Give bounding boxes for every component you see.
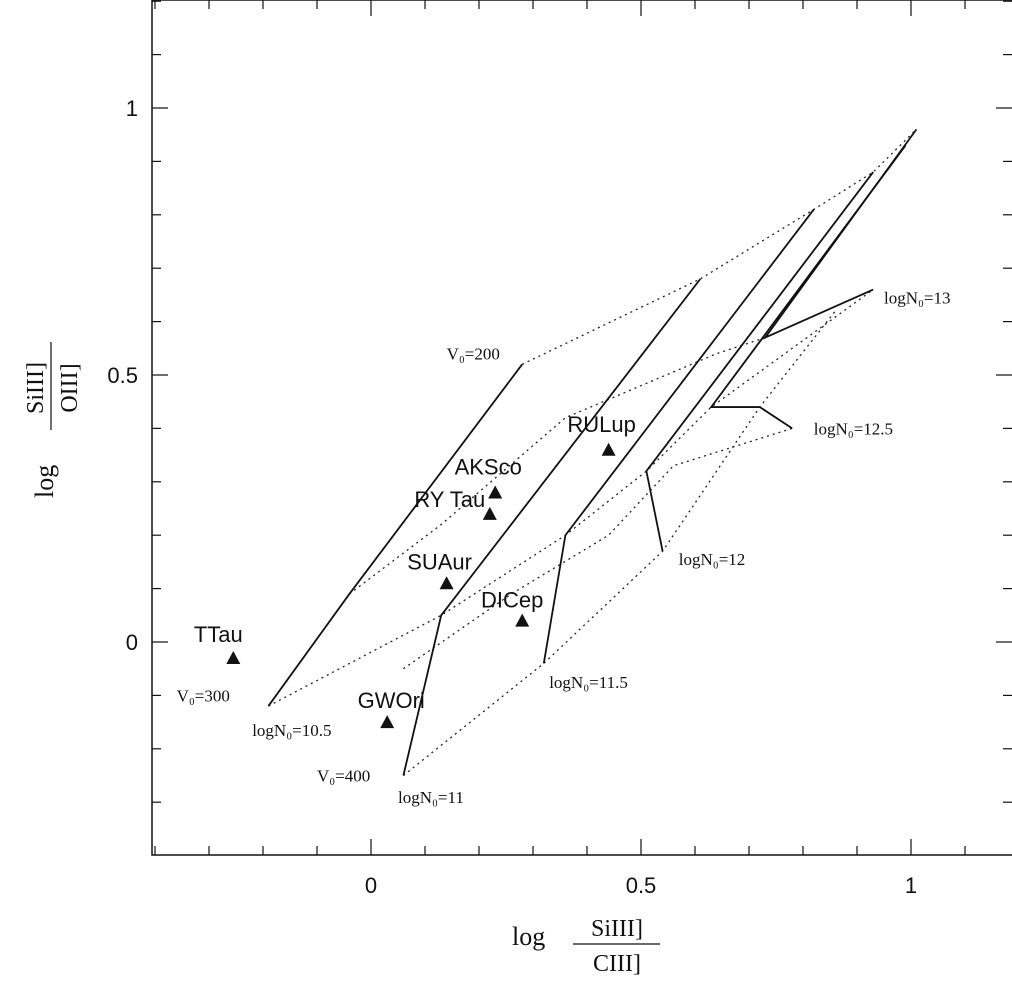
star-label: TTau — [194, 622, 243, 647]
star-marker — [488, 485, 503, 499]
velocity-line — [402, 310, 836, 777]
velocity-label: V₀=400 — [317, 767, 370, 786]
star-labels: TTau GWOri SUAur RY Tau AKSco DICep RULup — [194, 412, 636, 713]
density-curve — [645, 171, 874, 552]
density-label: logN₀=11.5 — [549, 673, 628, 692]
y-tick-label: 0.5 — [107, 363, 138, 388]
density-label: logN₀=13 — [884, 289, 951, 308]
star-marker — [226, 651, 241, 665]
density-curve — [267, 363, 523, 707]
density-curve — [709, 144, 907, 430]
x-axis-label: log SiIII] CIII] — [512, 916, 660, 977]
axis-ticks — [152, 0, 1012, 855]
star-points — [226, 442, 616, 729]
star-marker — [601, 442, 616, 456]
tick-labels: 0 0.5 1 0 0.5 1 — [107, 96, 917, 898]
star-marker — [380, 715, 395, 729]
x-tick-label: 1 — [905, 873, 917, 898]
x-axis-label-prefix: log — [512, 922, 545, 951]
density-label: logN₀=11 — [398, 788, 464, 807]
density-label: logN₀=12.5 — [814, 419, 893, 438]
star-label: SUAur — [407, 549, 472, 574]
star-marker — [515, 613, 530, 627]
star-label: RY Tau — [414, 487, 485, 512]
velocity-label: V₀=200 — [447, 345, 500, 364]
y-axis-label-numerator: SiIII] — [23, 362, 49, 414]
density-label: logN₀=10.5 — [252, 721, 331, 740]
y-axis-label-prefix: log — [30, 465, 59, 498]
x-tick-label: 0 — [365, 873, 377, 898]
density-curves — [267, 128, 918, 776]
x-tick-label: 0.5 — [626, 873, 657, 898]
velocity-line — [521, 128, 917, 365]
x-axis-label-denominator: CIII] — [593, 951, 641, 977]
y-tick-label: 1 — [126, 96, 138, 121]
velocity-label: V₀=300 — [177, 686, 230, 705]
y-tick-label: 0 — [126, 630, 138, 655]
density-label: logN₀=12 — [679, 550, 746, 569]
y-axis-label-denominator: OIII] — [57, 363, 83, 412]
y-axis-label: log SiIII] OIII] — [23, 342, 83, 498]
star-label: DICep — [481, 588, 543, 613]
density-curve — [402, 278, 702, 776]
density-curve — [542, 208, 815, 664]
x-axis-label-numerator: SiIII] — [591, 916, 643, 942]
star-marker — [439, 576, 454, 590]
star-label: GWOri — [358, 688, 425, 713]
annotations: V₀=200 V₀=300 V₀=400 logN₀=10.5 logN₀=11 logN… — [177, 289, 951, 807]
star-label: AKSco — [455, 454, 522, 479]
star-marker — [482, 506, 497, 520]
star-label: RULup — [567, 412, 635, 437]
density-curve — [762, 128, 918, 340]
velocity-line — [268, 289, 874, 707]
